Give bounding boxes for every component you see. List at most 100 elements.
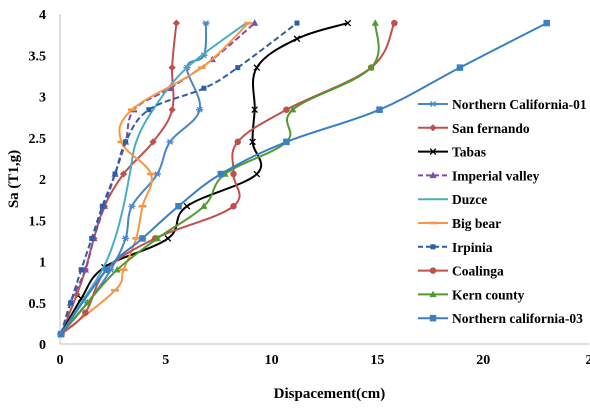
y-tick-label: 0.5 [29,297,47,312]
series-line [60,22,396,335]
data-point [119,170,128,178]
data-point [168,64,176,72]
data-point [127,108,136,111]
data-point [293,35,301,43]
y-tick-label: 3 [39,91,46,106]
data-point [235,65,241,71]
legend-item: Northern california-03 [418,311,583,326]
data-point [117,140,126,144]
y-tick-label: 2 [39,173,46,188]
x-tick-label: 2 [586,353,590,368]
data-point [111,289,119,292]
data-point [57,330,65,338]
data-point [99,203,105,209]
y-tick-label: 1.5 [29,214,47,229]
data-point [132,237,141,240]
data-point [202,20,210,27]
series-line [60,22,548,335]
data-point [283,106,290,113]
data-point [138,204,147,208]
x-tick-label: 5 [162,353,169,368]
data-point [164,235,172,242]
data-point [251,106,259,114]
data-point [456,64,464,71]
legend-swatch-marker [429,221,437,225]
data-point [82,309,89,316]
legend-label: Tabas [452,145,486,160]
data-point [253,64,261,71]
data-point [128,203,136,210]
legend-item: Kern county [418,287,525,302]
data-point [166,138,174,145]
data-point [68,300,74,306]
series-line [60,22,256,335]
axes: 0 5 10 15 20 200.511.522.533.54 [29,8,590,368]
data-point [147,172,155,176]
legend-swatch-marker [429,171,437,179]
data-point [197,66,206,69]
data-point [230,170,237,178]
series-group [57,19,550,338]
legend-label: San fernando [452,121,530,136]
legend-item: Big bear [418,216,501,231]
legend-label: Northern california-03 [452,311,583,326]
data-point [103,266,110,273]
data-point [283,138,290,146]
legend-item: Imperial valley [418,168,540,183]
y-axis-title: Sa (T1,g) [6,150,22,208]
data-point [172,19,180,27]
series-3 [57,19,352,338]
legend-label: Irpinia [452,240,493,255]
data-point [244,21,253,25]
legend-item: San fernando [418,121,530,136]
y-tick-label: 4 [39,8,46,23]
data-point [78,267,84,273]
data-point [149,138,157,146]
y-tick-label: 0 [39,338,46,353]
series-6 [57,21,253,336]
data-point [294,20,300,26]
data-point [123,139,129,145]
data-point [543,19,550,27]
legend-label: Coalinga [452,264,504,279]
x-tick-label: 10 [265,353,279,368]
legend: Northern California-01 San fernando Tabas I… [418,97,587,326]
legend-swatch-marker [429,148,437,155]
data-point [113,265,121,273]
data-point [175,202,182,210]
data-point [217,170,225,178]
data-point [253,170,261,178]
series-4 [57,19,259,337]
data-point [234,138,241,146]
data-point [146,107,152,113]
data-point [251,19,259,26]
data-point [200,202,208,209]
x-tick-label: 15 [370,353,384,368]
x-axis-title: Dispacement(cm) [274,386,386,402]
data-point [112,171,118,177]
data-point [344,19,352,27]
data-point [139,235,146,242]
legend-item: Coalinga [418,264,504,279]
data-point [121,235,130,242]
legend-label: Big bear [452,216,501,231]
data-point [201,85,207,91]
data-point [371,19,379,26]
legend-item: Irpinia [418,240,493,255]
data-point [119,268,128,272]
series-10 [57,19,550,338]
x-tick-label: 20 [476,353,490,368]
data-point [367,63,375,71]
series-line [60,23,178,335]
data-point [168,106,176,114]
legend-swatch-marker [429,124,437,132]
legend-swatch-marker [429,314,437,322]
series-line [60,22,349,335]
data-point [289,105,297,113]
legend-label: Northern California-01 [452,97,587,112]
series-8 [57,19,398,338]
series-line [60,22,249,335]
data-point [153,234,161,242]
